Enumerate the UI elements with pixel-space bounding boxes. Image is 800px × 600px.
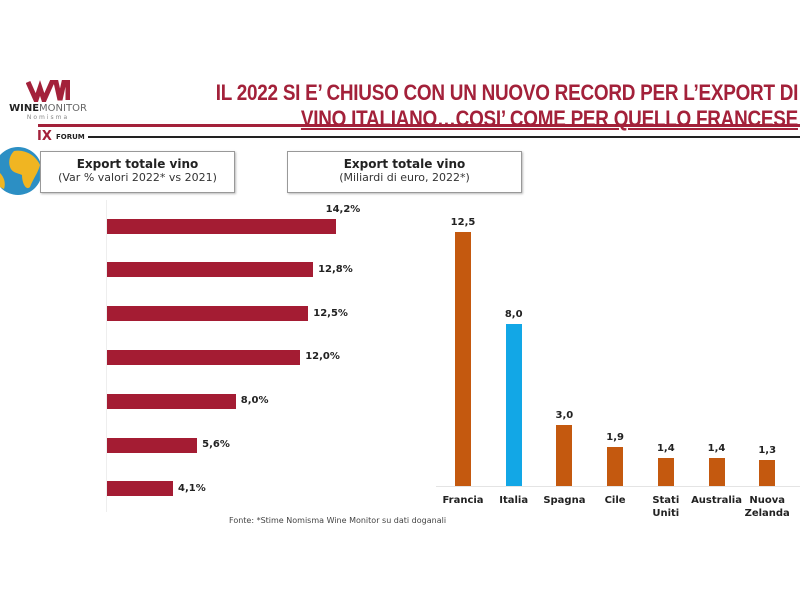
bar — [107, 393, 236, 409]
data-label: 1,4 — [656, 442, 675, 454]
bar — [505, 323, 522, 486]
category-label-line: Nuova — [749, 495, 785, 506]
source-note: Fonte: *Stime Nomisma Wine Monitor su da… — [229, 516, 447, 525]
left-chart-title: Export totale vino — [76, 157, 199, 171]
right-chart-title-box: Export totale vino (Miliardi di euro, 20… — [287, 151, 522, 193]
forum-label: FORUM — [56, 133, 85, 141]
data-label: 12,5 — [450, 217, 476, 229]
category-label: Francia — [433, 494, 493, 507]
logo-brand-bold: WINE — [9, 103, 40, 114]
bar — [107, 481, 173, 497]
logo-sub: Nomisma — [26, 114, 70, 121]
data-label: 8,0% — [240, 395, 269, 407]
data-label: 1,4 — [707, 442, 726, 454]
category-label: Australia — [687, 494, 747, 507]
bar — [759, 459, 776, 486]
x-axis-line — [436, 486, 800, 487]
logo-brand-light: MONITOR — [39, 103, 87, 114]
logo: WINEMONITOR Nomisma — [8, 79, 88, 121]
data-label: 3,0 — [555, 410, 574, 422]
category-label: Nuova Zelanda — [737, 494, 797, 520]
bar — [657, 457, 674, 486]
category-label-line: Spagna — [543, 495, 586, 506]
bar — [107, 306, 309, 322]
bar — [107, 349, 301, 365]
category-label-line: Zelanda — [744, 508, 790, 519]
data-label: 5,6% — [202, 439, 230, 450]
bar — [455, 232, 471, 486]
bar — [556, 425, 573, 486]
bar — [708, 457, 725, 486]
data-label: 8,0 — [504, 308, 523, 320]
data-label: 14,2% — [325, 204, 361, 215]
data-label: 1,3 — [758, 444, 777, 456]
category-label: Italia — [484, 494, 544, 507]
right-chart-subtitle: (Miliardi di euro, 2022*) — [339, 171, 470, 184]
winemonitor-logo-mark — [25, 79, 71, 107]
right-chart-title: Export totale vino — [343, 157, 466, 171]
forum-rule — [88, 136, 800, 138]
data-label: 12,0% — [305, 351, 340, 363]
title-underline — [38, 124, 800, 127]
category-label-line: Francia — [442, 495, 484, 506]
data-label: 4,1% — [178, 482, 206, 494]
data-label: 12,8% — [318, 263, 353, 275]
left-chart-title-box: Export totale vino (Var % valori 2022* v… — [40, 151, 235, 193]
left-chart-subtitle: (Var % valori 2022* vs 2021) — [58, 171, 217, 184]
forum-number: IX — [37, 129, 52, 144]
bar — [107, 262, 314, 278]
category-label-line: Uniti — [652, 508, 680, 519]
category-label: Stati Uniti — [636, 494, 696, 520]
category-label-line: Australia — [691, 495, 742, 506]
bar — [607, 447, 624, 486]
data-label: 1,9 — [606, 432, 624, 444]
bar — [107, 437, 198, 453]
bar — [107, 218, 336, 234]
category-label: Spagna — [534, 494, 594, 507]
category-label-line: Italia — [499, 495, 529, 506]
category-label-line: Cile — [604, 495, 626, 506]
category-label: Cile — [585, 494, 645, 507]
data-label: 12,5% — [313, 307, 348, 319]
left-bar-chart: Stati Uniti14,2%Cile12,8%Francia12,5%Ita… — [106, 200, 361, 512]
category-label-line: Stati — [652, 495, 680, 506]
title-line-1: IL 2022 SI E’ CHIUSO CON UN NUOVO RECORD… — [215, 80, 799, 105]
left-axis-line — [106, 200, 107, 512]
globe-icon — [0, 147, 42, 195]
